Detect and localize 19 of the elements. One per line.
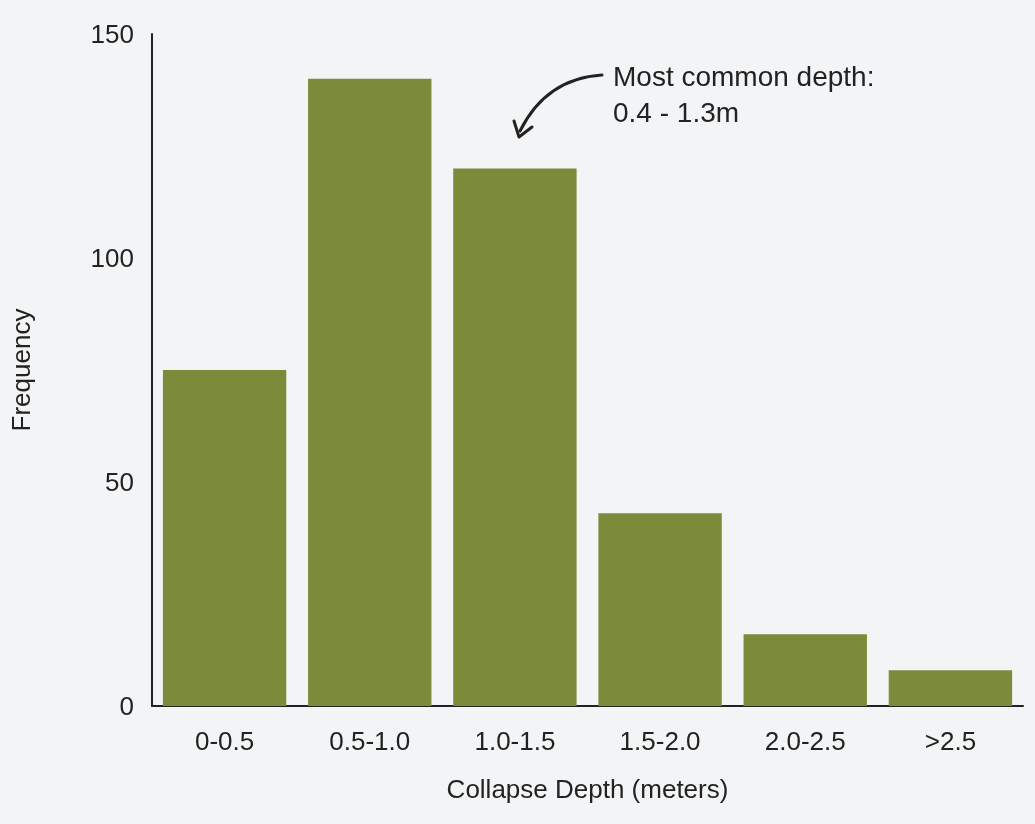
x-tick-label: 1.0-1.5: [474, 726, 556, 756]
bar: [453, 168, 577, 706]
x-tick-label: 0-0.5: [194, 726, 255, 756]
y-tick-label: 0: [119, 691, 134, 721]
y-tick-label: 50: [105, 467, 134, 497]
x-tick-label: 1.5-2.0: [619, 726, 701, 756]
annotation: Most common depth: 0.4 - 1.3m: [613, 60, 875, 128]
x-tick-label: >2.5: [924, 726, 977, 756]
y-axis-title: Frequency: [6, 308, 36, 432]
y-tick-label: 100: [90, 243, 134, 273]
bar: [308, 78, 432, 706]
bar: [598, 513, 722, 706]
x-axis-title: Collapse Depth (meters): [446, 774, 729, 804]
bar: [888, 670, 1013, 706]
bar: [743, 634, 867, 706]
y-tick-label: 150: [90, 19, 134, 49]
x-tick-label: 0.5-1.0: [329, 726, 411, 756]
x-tick-label: 2.0-2.5: [764, 726, 846, 756]
bar: [162, 370, 287, 706]
